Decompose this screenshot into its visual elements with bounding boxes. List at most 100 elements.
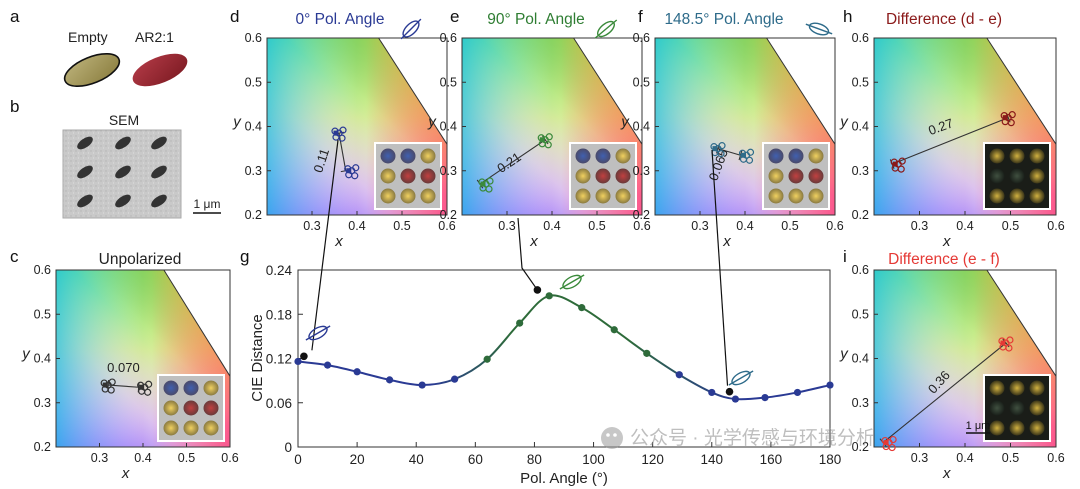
inset-dot xyxy=(400,148,416,164)
panel-title: 148.5° Pol. Angle xyxy=(664,11,783,28)
sem-scale-label: 1 μm xyxy=(194,197,221,211)
label-ar: AR2:1 xyxy=(135,29,174,45)
inset-dot xyxy=(575,188,591,204)
x-tick-label: 60 xyxy=(468,452,483,467)
data-marker-square xyxy=(333,130,339,136)
polarization-90-icon xyxy=(559,274,585,290)
inset-dot xyxy=(1009,380,1025,396)
y-tick-label: 0.2 xyxy=(633,208,650,222)
x-tick-label: 0.6 xyxy=(1047,451,1064,465)
data-marker xyxy=(1008,111,1016,119)
pol-arrow xyxy=(728,370,754,386)
x-tick-label: 0.4 xyxy=(134,451,151,465)
inset-dot xyxy=(1009,188,1025,204)
pol-arrow xyxy=(805,23,833,35)
data-marker xyxy=(746,148,755,156)
inset-image xyxy=(157,374,225,442)
data-point xyxy=(545,292,553,300)
panel-title: Difference (d - e) xyxy=(886,11,1002,28)
inset-dot xyxy=(203,420,219,436)
data-marker-square xyxy=(712,146,718,152)
data-marker xyxy=(339,126,347,134)
inset-dot xyxy=(989,380,1005,396)
inset-dot xyxy=(989,400,1005,416)
y-tick-label: 0.12 xyxy=(266,352,292,367)
cie-panel-e: 0.6 0.5 0.4 0.3 0.2 0.3 0.4 0.5 0.6 x y 90° Pol. An… xyxy=(427,11,650,250)
callout-line xyxy=(311,139,339,351)
x-tick-label: 0.6 xyxy=(826,219,843,233)
y-tick-label: 0.5 xyxy=(440,75,457,89)
inset-dot xyxy=(1029,168,1045,184)
watermark: 公众号 · 光学传感与环境分析 xyxy=(601,427,875,449)
distance-line xyxy=(338,133,347,171)
data-point xyxy=(826,381,834,389)
x-axis-label: x xyxy=(121,465,130,482)
label-sem: SEM xyxy=(109,112,139,128)
x-axis-label: x xyxy=(942,465,951,482)
panel-title: 90° Pol. Angle xyxy=(487,11,585,28)
cie-panel-f: 0.6 0.5 0.4 0.3 0.2 0.3 0.4 0.5 0.6 x y 148.5° Pol.… xyxy=(620,11,843,250)
inset-dot xyxy=(788,168,804,184)
y-axis-label: y xyxy=(232,114,242,131)
data-marker xyxy=(108,378,116,386)
y-tick-label: 0.3 xyxy=(440,164,457,178)
label-empty: Empty xyxy=(68,29,108,45)
inset-dot xyxy=(380,168,396,184)
y-tick-label: 0.6 xyxy=(852,263,869,277)
data-point xyxy=(483,355,491,363)
y-tick-label: 0.4 xyxy=(852,352,869,366)
x-tick-label: 120 xyxy=(641,452,664,467)
y-tick-label: 0.4 xyxy=(34,352,51,366)
inset-dot xyxy=(380,148,396,164)
chart-ticks: 0 20 40 60 80 100 120 140 160 180 0 0.06 0.12 0.18 0.2… xyxy=(266,263,842,467)
inset-image xyxy=(762,142,830,210)
data-marker-square xyxy=(1002,115,1008,121)
data-point xyxy=(708,388,716,397)
inset-dot xyxy=(788,188,804,204)
y-tick-label: 0.5 xyxy=(852,75,869,89)
data-point xyxy=(731,395,740,403)
data-marker xyxy=(718,142,726,150)
y-tick-label: 0.2 xyxy=(34,440,51,454)
x-tick-label: 0.6 xyxy=(438,219,455,233)
data-marker-square xyxy=(139,384,145,390)
sem-hole xyxy=(115,136,131,150)
cie-boundary xyxy=(378,37,448,145)
inset-dot xyxy=(989,420,1005,436)
data-marker xyxy=(352,164,360,172)
x-tick-label: 0.5 xyxy=(1002,219,1019,233)
x-tick-label: 0.5 xyxy=(393,219,410,233)
x-tick-label: 0.3 xyxy=(303,219,320,233)
data-point xyxy=(516,319,524,327)
data-marker-square xyxy=(883,440,889,446)
distance-line xyxy=(891,117,1009,165)
x-tick-label: 0.5 xyxy=(178,451,195,465)
callout-line xyxy=(517,217,538,291)
cie-boundary xyxy=(573,37,643,145)
y-tick-label: 0.5 xyxy=(245,75,262,89)
inset-dot xyxy=(163,400,179,416)
inset-dot xyxy=(163,420,179,436)
inset-dot xyxy=(1029,400,1045,416)
y-tick-label: 0.5 xyxy=(34,307,51,321)
data-marker-square xyxy=(1000,340,1006,346)
data-point xyxy=(294,357,302,366)
watermark-text: 公众号 · 光学传感与环境分析 xyxy=(630,427,875,449)
chart-points xyxy=(294,292,834,403)
distance-label: 0.11 xyxy=(310,147,332,175)
sem-hole xyxy=(77,194,93,208)
data-marker xyxy=(1005,344,1013,352)
inset-dot xyxy=(1009,400,1025,416)
inset-dot xyxy=(615,168,631,184)
y-tick-label: 0.24 xyxy=(266,263,293,278)
y-tick-label: 0.3 xyxy=(852,396,869,410)
inset-dot xyxy=(808,148,824,164)
inset-dot xyxy=(989,188,1005,204)
chart-ylabel: CIE Distance xyxy=(249,314,266,402)
inset-dot xyxy=(768,148,784,164)
data-marker xyxy=(745,156,754,164)
x-tick-label: 0.3 xyxy=(498,219,515,233)
cie-boundary xyxy=(766,37,836,145)
inset-dot xyxy=(1029,188,1045,204)
y-axis-label: y xyxy=(620,114,630,131)
